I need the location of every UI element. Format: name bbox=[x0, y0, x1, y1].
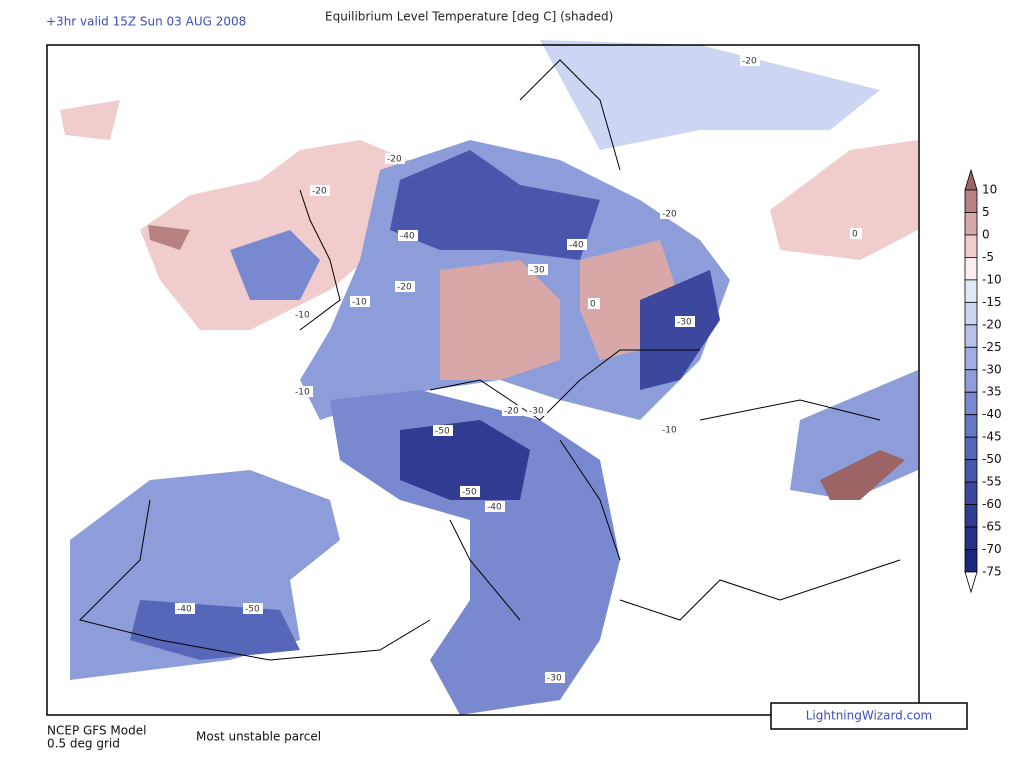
colorbar-label: 0 bbox=[982, 227, 990, 241]
shade-blue bbox=[130, 600, 300, 660]
colorbar-box bbox=[964, 257, 978, 281]
colorbar-label: -10 bbox=[982, 272, 1002, 286]
contour-label: -30 bbox=[530, 266, 545, 276]
colorbar-box bbox=[964, 414, 978, 438]
contour-label: -50 bbox=[462, 488, 477, 498]
contour-label: -10 bbox=[295, 311, 310, 321]
colorbar-label: 5 bbox=[982, 205, 990, 219]
colorbar-box bbox=[964, 436, 978, 461]
colorbar-label: -15 bbox=[982, 295, 1002, 309]
contour-label: -40 bbox=[177, 605, 192, 615]
contour-label: 0 bbox=[590, 300, 596, 310]
colorbar-label: -25 bbox=[982, 340, 1002, 354]
grid-note: 0.5 deg grid bbox=[47, 737, 120, 751]
contour-label: -20 bbox=[312, 187, 327, 197]
colorbar-box bbox=[964, 459, 978, 483]
contour-label: -20 bbox=[742, 57, 757, 67]
shade-pink-dark bbox=[148, 225, 190, 250]
colorbar-box bbox=[964, 481, 978, 505]
colorbar-label: 10 bbox=[982, 183, 997, 197]
map: -20 -20 -40 -40 -20 -10 -10 -30 -20 0 -3… bbox=[46, 40, 920, 716]
colorbar-cap bbox=[964, 571, 978, 594]
contour-label: -40 bbox=[487, 503, 502, 513]
colorbar-box bbox=[964, 526, 978, 550]
colorbar-box bbox=[964, 346, 978, 371]
colorbar-cap bbox=[964, 168, 978, 191]
colorbar-label: -35 bbox=[982, 385, 1002, 399]
colorbar-box bbox=[964, 234, 978, 258]
shade-blue-dark bbox=[640, 270, 720, 390]
parcel-note: Most unstable parcel bbox=[196, 730, 321, 744]
colorbar-box bbox=[964, 301, 978, 326]
colorbar-box bbox=[964, 391, 978, 416]
shade-blue-light bbox=[540, 40, 880, 150]
contour-label: -10 bbox=[352, 298, 367, 308]
colorbar-label: -45 bbox=[982, 430, 1002, 444]
map-title: Equilibrium Level Temperature [deg C] (s… bbox=[325, 10, 613, 24]
shade-pink bbox=[440, 260, 560, 380]
coastline bbox=[79, 59, 901, 661]
shade-pink-dark bbox=[820, 450, 905, 500]
shade-pink bbox=[770, 140, 918, 260]
contour-label: -20 bbox=[397, 283, 412, 293]
shade-blue-dark bbox=[400, 420, 530, 500]
shade-blue-dark bbox=[390, 150, 600, 260]
contour-label: -20 bbox=[387, 155, 402, 165]
colorbar-box bbox=[964, 189, 978, 213]
contour-label: -30 bbox=[547, 674, 562, 684]
shade-blue bbox=[230, 230, 320, 300]
colorbar-box bbox=[964, 549, 978, 573]
contour-label: -10 bbox=[295, 388, 310, 398]
colorbar: 10 5 0 -5 -10 -15 -20 -25 -30 -35 -40 -45 -50 -55 -60 -… bbox=[964, 168, 1002, 594]
colorbar-label: -5 bbox=[982, 250, 994, 264]
colorbar-label: -40 bbox=[982, 407, 1002, 421]
contour-label: -40 bbox=[569, 241, 584, 251]
colorbar-label: -70 bbox=[982, 542, 1002, 556]
contour-label: -50 bbox=[245, 605, 260, 615]
model-note: NCEP GFS Model bbox=[47, 724, 146, 738]
colorbar-box bbox=[964, 504, 978, 528]
colorbar-label: -60 bbox=[982, 497, 1002, 511]
colorbar-label: -30 bbox=[982, 362, 1002, 376]
contour-label: -20 bbox=[504, 407, 519, 417]
contour-label: -50 bbox=[435, 427, 450, 437]
contour-label: -40 bbox=[400, 232, 415, 242]
watermark: LightningWizard.com bbox=[806, 709, 932, 723]
contour-label: -30 bbox=[677, 318, 692, 328]
map-frame bbox=[46, 44, 920, 716]
colorbar-box bbox=[964, 212, 978, 236]
contour-label: 0 bbox=[852, 230, 858, 240]
watermark-box bbox=[770, 702, 968, 730]
contour-label: -30 bbox=[529, 407, 544, 417]
contour-label: -10 bbox=[662, 426, 677, 436]
colorbar-box bbox=[964, 324, 978, 348]
shade-pink bbox=[60, 100, 120, 140]
contour-label: -20 bbox=[662, 210, 677, 220]
colorbar-box bbox=[964, 369, 978, 393]
colorbar-label: -50 bbox=[982, 452, 1002, 466]
colorbar-label: -75 bbox=[982, 565, 1002, 579]
colorbar-label: -20 bbox=[982, 317, 1002, 331]
valid-time: +3hr valid 15Z Sun 03 AUG 2008 bbox=[46, 15, 246, 29]
colorbar-label: -55 bbox=[982, 475, 1002, 489]
colorbar-label: -65 bbox=[982, 520, 1002, 534]
colorbar-box bbox=[964, 279, 978, 303]
